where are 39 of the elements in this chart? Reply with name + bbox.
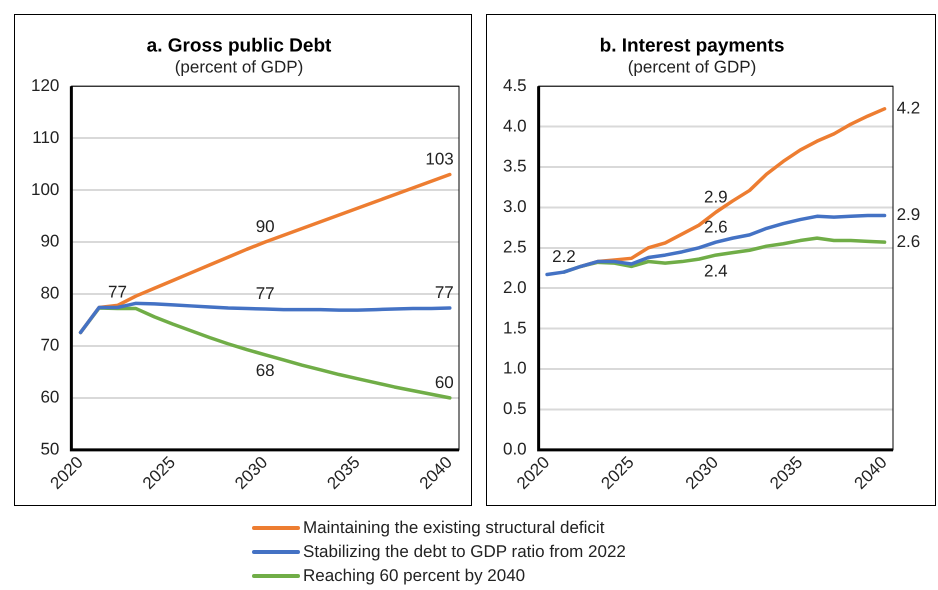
data-label: 2.4 xyxy=(704,261,728,280)
y-tick-label: 0.0 xyxy=(502,440,527,459)
legend-label: Reaching 60 percent by 2040 xyxy=(303,565,526,587)
y-tick-label: 80 xyxy=(40,284,60,303)
y-tick-label: 90 xyxy=(40,232,60,251)
y-tick-label: 100 xyxy=(30,180,60,199)
y-tick-label: 60 xyxy=(40,388,60,407)
y-tick-label: 120 xyxy=(30,76,60,95)
y-tick-label: 1.5 xyxy=(502,318,527,338)
y-tick-label: 110 xyxy=(32,128,60,147)
y-tick-label: 2.0 xyxy=(502,278,527,297)
y-tick-label: 4.0 xyxy=(502,116,527,136)
y-tick-label: 0.5 xyxy=(502,399,527,418)
y-tick-label: 70 xyxy=(40,336,60,355)
data-label: 2.6 xyxy=(896,232,920,251)
y-tick-label: 2.5 xyxy=(502,238,527,256)
data-label: 2.9 xyxy=(704,187,728,206)
y-tick-label: 4.5 xyxy=(502,76,527,95)
data-label: 77 xyxy=(108,282,127,302)
data-label: 4.2 xyxy=(896,98,920,118)
data-label: 2.9 xyxy=(896,205,920,224)
y-tick-label: 50 xyxy=(40,440,60,459)
legend-label: Maintaining the existing structural deficit xyxy=(303,517,604,539)
chart-title: a. Gross public Debt xyxy=(146,36,332,57)
chart-title: b. Interest payments xyxy=(600,36,784,57)
data-label: 103 xyxy=(425,150,454,169)
data-label: 60 xyxy=(434,373,454,392)
chart-subtitle: (percent of GDP) xyxy=(174,58,304,77)
data-label: 77 xyxy=(434,283,454,302)
legend-label: Stabilizing the debt to GDP ratio from 2022 xyxy=(303,541,626,563)
data-label: 2.2 xyxy=(552,247,576,266)
data-label: 77 xyxy=(256,284,275,304)
y-tick-label: 3.5 xyxy=(502,156,527,176)
data-label: 90 xyxy=(256,217,275,236)
data-label: 68 xyxy=(256,360,275,380)
data-label: 2.6 xyxy=(704,217,728,236)
chart-subtitle: (percent of GDP) xyxy=(628,58,756,77)
y-tick-label: 3.0 xyxy=(502,197,527,216)
y-tick-label: 1.0 xyxy=(502,358,527,378)
